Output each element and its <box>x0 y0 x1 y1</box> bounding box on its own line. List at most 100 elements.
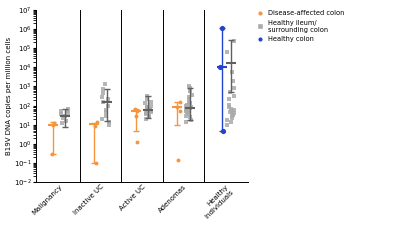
Point <box>100 100 107 104</box>
Point <box>148 100 154 104</box>
Point <box>175 158 181 162</box>
Point <box>227 110 233 114</box>
Point <box>64 110 71 113</box>
Point <box>148 109 154 112</box>
Point <box>182 110 189 113</box>
Point <box>187 86 193 90</box>
Point <box>146 108 153 112</box>
Point <box>99 117 106 121</box>
Point <box>228 116 235 120</box>
Point <box>133 110 140 113</box>
Point <box>144 107 150 110</box>
Point <box>174 106 180 109</box>
Point <box>224 123 230 127</box>
Point <box>144 94 150 98</box>
Point <box>177 110 183 113</box>
Point <box>187 90 193 93</box>
Point <box>182 114 189 117</box>
Point <box>226 97 232 101</box>
Point <box>58 112 64 116</box>
Point <box>228 120 234 124</box>
Point <box>93 120 100 124</box>
Point <box>93 161 99 165</box>
Point <box>146 114 152 117</box>
Point <box>230 113 236 116</box>
Point <box>188 118 194 122</box>
Point <box>144 105 150 108</box>
Point <box>148 110 154 114</box>
Point <box>188 106 194 109</box>
Point <box>144 106 150 109</box>
Y-axis label: B19V DNA copies per million cells: B19V DNA copies per million cells <box>6 37 12 155</box>
Point <box>51 122 57 125</box>
Point <box>182 107 189 111</box>
Point <box>229 109 235 112</box>
Point <box>147 107 153 111</box>
Point <box>224 118 230 122</box>
Legend: Disease-affected colon, Healthy ileum/
surrounding colon, Healthy colon: Disease-affected colon, Healthy ileum/ s… <box>254 10 344 42</box>
Point <box>230 79 236 83</box>
Point <box>103 108 109 112</box>
Point <box>189 93 195 97</box>
Point <box>132 107 138 111</box>
Point <box>186 96 192 99</box>
Point <box>100 91 106 95</box>
Point <box>183 104 189 107</box>
Point <box>228 114 235 118</box>
Point <box>187 102 193 105</box>
Point <box>143 111 150 115</box>
Point <box>226 105 232 109</box>
Point <box>224 51 230 54</box>
Point <box>228 107 235 110</box>
Point <box>186 107 193 110</box>
Point <box>145 110 152 113</box>
Point <box>144 97 150 101</box>
Point <box>103 114 109 117</box>
Point <box>99 95 106 98</box>
Point <box>64 111 71 115</box>
Point <box>219 26 226 29</box>
Point <box>186 98 192 101</box>
Point <box>186 100 192 104</box>
Point <box>148 104 154 107</box>
Point <box>231 94 237 97</box>
Point <box>106 123 112 127</box>
Point <box>133 114 139 117</box>
Point <box>177 100 183 104</box>
Point <box>49 152 55 156</box>
Point <box>229 70 235 73</box>
Point <box>92 124 98 127</box>
Point <box>62 114 68 118</box>
Point <box>60 116 66 120</box>
Point <box>142 102 148 105</box>
Point <box>100 87 106 91</box>
Point <box>220 129 226 132</box>
Point <box>230 108 237 111</box>
Point <box>143 117 149 121</box>
Point <box>133 141 140 144</box>
Point <box>231 87 237 90</box>
Point <box>65 107 71 111</box>
Point <box>58 109 64 112</box>
Point <box>103 110 110 114</box>
Point <box>105 97 111 101</box>
Point <box>187 115 193 119</box>
Point <box>106 120 112 124</box>
Point <box>105 104 111 107</box>
Point <box>217 65 223 68</box>
Point <box>231 111 237 115</box>
Point <box>146 115 152 119</box>
Point <box>186 84 192 88</box>
Point <box>230 39 237 42</box>
Point <box>183 120 189 124</box>
Point <box>185 108 192 112</box>
Point <box>63 119 70 123</box>
Point <box>143 112 150 116</box>
Point <box>184 103 190 107</box>
Point <box>59 122 65 125</box>
Point <box>186 109 192 112</box>
Point <box>226 103 232 107</box>
Point <box>227 90 233 94</box>
Point <box>184 112 191 115</box>
Point <box>184 111 190 114</box>
